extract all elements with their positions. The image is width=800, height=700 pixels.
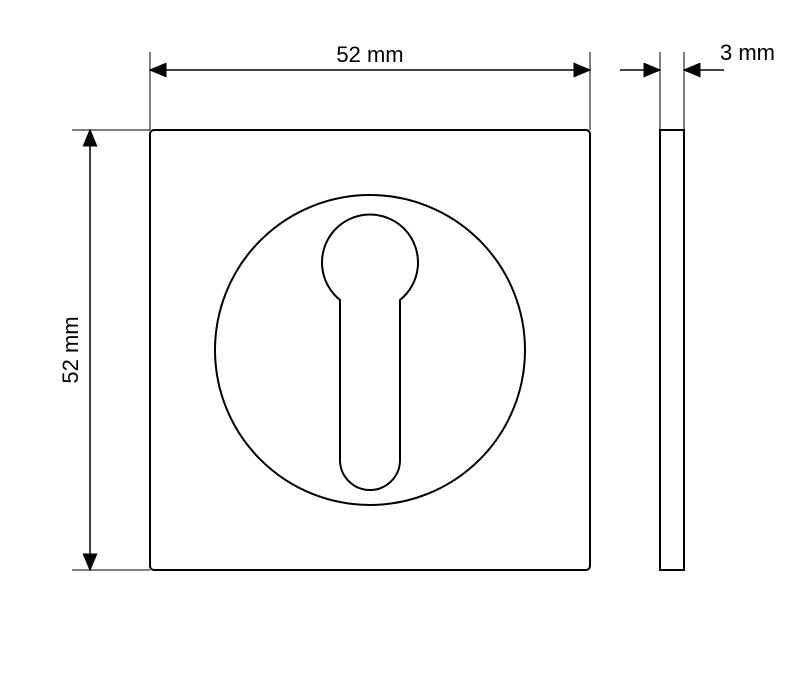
keyhole: [322, 215, 418, 490]
side-profile: [660, 130, 684, 570]
dimension-width: 52 mm: [150, 42, 590, 130]
dimension-thickness-label: 3 mm: [720, 40, 775, 65]
technical-drawing: 52 mm 52 mm 3 mm: [0, 0, 800, 700]
plate-circle: [215, 195, 525, 505]
dimension-width-label: 52 mm: [336, 42, 403, 67]
dimension-thickness: 3 mm: [620, 40, 775, 130]
dimension-height: 52 mm: [58, 130, 150, 570]
dimension-height-label: 52 mm: [58, 316, 83, 383]
